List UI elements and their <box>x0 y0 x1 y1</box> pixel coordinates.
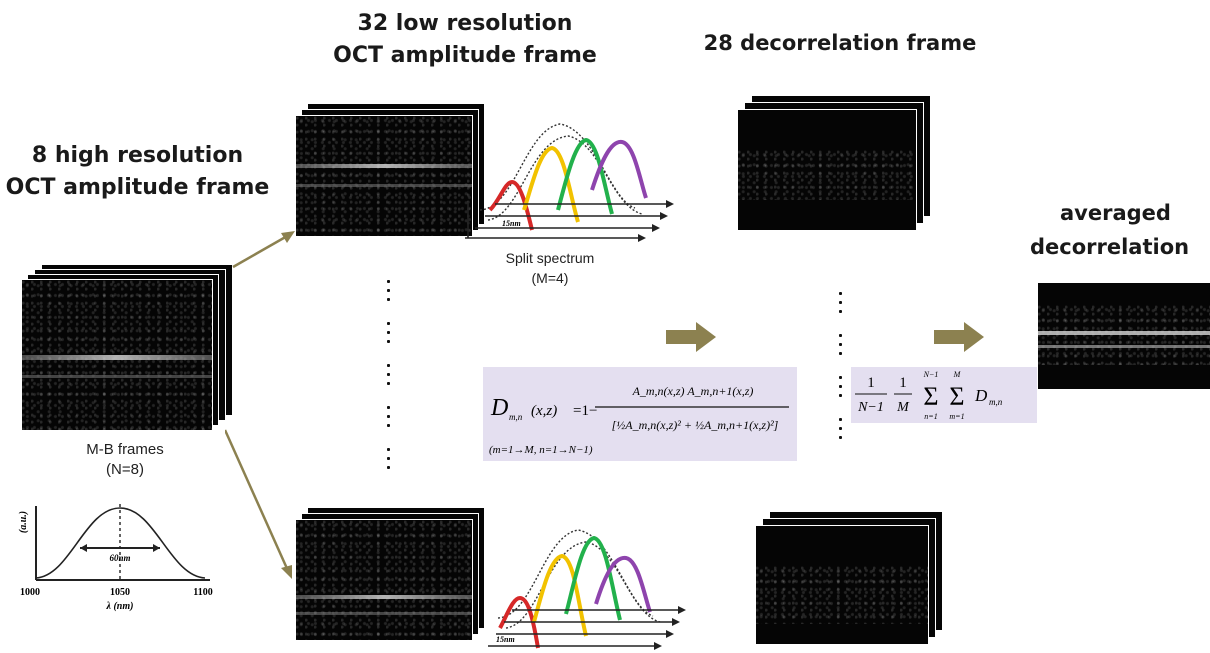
sum1-upper: N−1 <box>923 370 939 379</box>
frac2-num: 1 <box>899 375 907 391</box>
arrow-to-averaged <box>934 322 986 352</box>
bandwidth-label: 60nm <box>109 553 130 563</box>
split-band-label-bottom: 15nm <box>496 635 515 644</box>
title-decorrelation-text: 28 decorrelation frame <box>690 28 990 58</box>
term-d: D <box>974 386 988 405</box>
x-tick-1000: 1000 <box>20 587 40 598</box>
sum1-lower: n=1 <box>924 412 937 421</box>
split-spectrum-line1: Split spectrum <box>480 248 620 268</box>
frac1-den: N−1 <box>857 400 884 415</box>
decorrelation-stack-bottom <box>756 512 946 652</box>
formula-lhs-args: (x,z) <box>531 403 557 419</box>
title-averaged: averaged decorrelation <box>1030 196 1210 264</box>
decorrelation-formula-svg: D m,n (x,z) =1− A_m,n(x,z) A_m,n+1(x,z) … <box>483 367 797 461</box>
low-res-stack-bottom <box>296 508 486 648</box>
split-arrows <box>225 225 305 585</box>
title-high-res-line1: 8 high resolution <box>0 140 275 172</box>
mb-frame-front <box>22 280 212 430</box>
decorrelation-stack-top <box>738 96 933 234</box>
split-spectrum-label: Split spectrum (M=4) <box>480 248 620 288</box>
x-tick-1050: 1050 <box>110 587 130 598</box>
split-spectrum-line2: (M=4) <box>480 268 620 288</box>
frac2-den: M <box>896 400 910 415</box>
source-spectrum-plot: 60nm (a.u.) 1000 1050 1100 λ (nm) <box>0 498 220 628</box>
low-res-stack-top <box>296 104 486 240</box>
decor-bottom-front <box>756 526 928 644</box>
low-res-bottom-front <box>296 520 472 640</box>
title-high-res: 8 high resolution OCT amplitude frame <box>0 140 275 204</box>
title-decorrelation: 28 decorrelation frame <box>690 28 990 58</box>
y-axis-label: (a.u.) <box>18 511 29 533</box>
sum2-upper: M <box>953 370 962 379</box>
formula-range: (m=1→M, n=1→N−1) <box>489 444 593 456</box>
mb-frame-stack <box>22 265 237 430</box>
title-high-res-line2: OCT amplitude frame <box>0 172 275 204</box>
split-spectrum-plot-top: 15nm <box>460 110 682 245</box>
low-res-top-front <box>296 116 472 236</box>
mb-frames-line1: M-B frames <box>55 440 195 460</box>
averaging-formula: 1 N−1 1 M N−1 Σ n=1 M Σ m=1 D m,n <box>851 367 1037 423</box>
formula-denominator: [½A_m,n(x,z)² + ½A_m,n+1(x,z)²] <box>612 418 779 432</box>
formula-lhs-sub: m,n <box>509 412 523 422</box>
sum2-symbol: Σ <box>949 382 964 411</box>
split-band-label-top: 15nm <box>502 219 521 228</box>
title-low-res-line1: 32 low resolution <box>320 8 610 40</box>
formula-numerator: A_m,n(x,z) A_m,n+1(x,z) <box>632 384 754 398</box>
sum1-symbol: Σ <box>923 382 938 411</box>
averaging-formula-svg: 1 N−1 1 M N−1 Σ n=1 M Σ m=1 D m,n <box>851 367 1037 423</box>
x-axis-label: λ (nm) <box>106 601 134 612</box>
x-tick-1100: 1100 <box>193 587 212 598</box>
formula-lhs: D <box>490 395 508 421</box>
split-spectrum-plot-bottom: 15nm <box>478 518 688 653</box>
decor-top-front <box>738 110 916 230</box>
frac1-num: 1 <box>867 375 875 391</box>
title-averaged-line2: decorrelation <box>1030 230 1210 264</box>
sum2-lower: m=1 <box>949 412 964 421</box>
formula-one-minus: =1− <box>573 403 597 419</box>
arrow-to-decorrelation <box>666 322 718 352</box>
decorrelation-formula: D m,n (x,z) =1− A_m,n(x,z) A_m,n+1(x,z) … <box>483 367 797 461</box>
title-averaged-line1: averaged <box>1030 196 1210 230</box>
title-low-res: 32 low resolution OCT amplitude frame <box>320 8 610 72</box>
mb-frames-line2: (N=8) <box>55 460 195 480</box>
term-sub: m,n <box>989 397 1003 407</box>
title-low-res-line2: OCT amplitude frame <box>320 40 610 72</box>
mb-frames-label: M-B frames (N=8) <box>55 440 195 480</box>
averaged-decorrelation-image <box>1038 283 1210 389</box>
